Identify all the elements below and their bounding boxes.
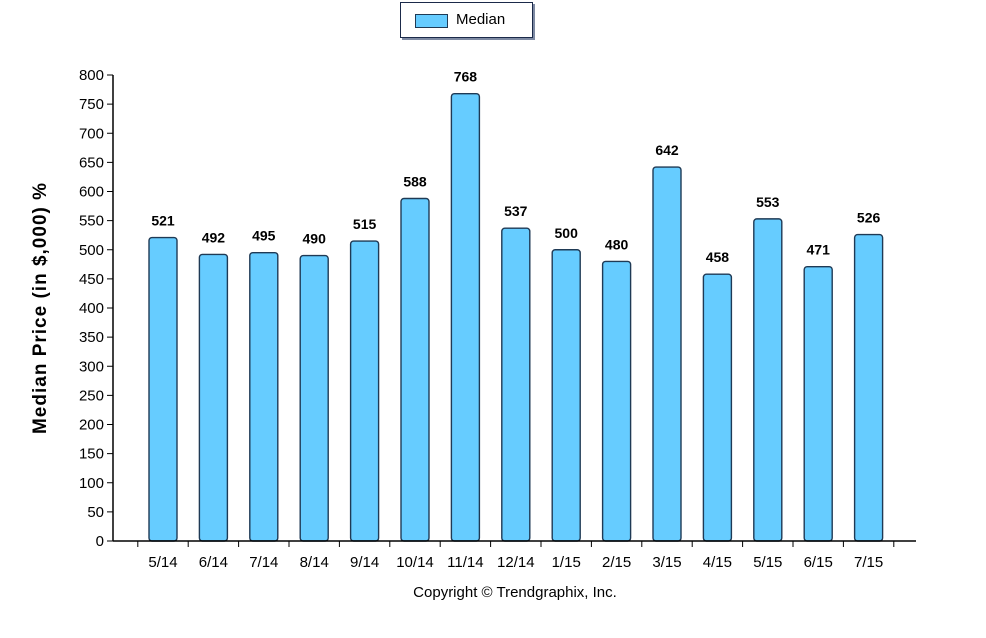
x-tick-label: 10/14	[396, 554, 434, 571]
data-label: 768	[454, 69, 478, 85]
y-tick-label: 650	[79, 154, 104, 171]
y-tick-label: 250	[79, 387, 104, 404]
y-tick-label: 800	[79, 67, 104, 84]
bar	[853, 233, 884, 542]
data-label: 480	[605, 236, 629, 252]
legend-swatch-median	[415, 14, 448, 28]
data-label: 553	[756, 194, 780, 210]
y-tick-label: 400	[79, 300, 104, 317]
data-label: 526	[857, 210, 881, 226]
y-tick-label: 100	[79, 475, 104, 492]
x-tick-label: 8/14	[300, 554, 329, 571]
y-tick-label: 500	[79, 242, 104, 259]
y-tick-label: 600	[79, 184, 104, 201]
y-tick-label: 350	[79, 329, 104, 346]
x-tick-label: 11/14	[447, 554, 483, 571]
x-tick-label: 7/14	[249, 554, 278, 571]
x-tick-label: 3/15	[652, 554, 681, 571]
x-tick-label: 2/15	[602, 554, 631, 571]
data-labels: 521 492 495 490 515 588 768 537 500 480 642 458 553 4…	[151, 69, 880, 266]
y-tick-label: 50	[87, 504, 104, 521]
x-tick-label: 12/14	[497, 554, 535, 571]
y-tick-label: 550	[79, 213, 104, 230]
data-label: 490	[303, 231, 327, 247]
x-tick-label: 7/15	[854, 554, 883, 571]
data-label: 515	[353, 216, 377, 232]
data-label: 537	[504, 203, 528, 219]
bar	[702, 273, 733, 542]
x-tick-label: 4/15	[703, 554, 732, 571]
y-tick-label: 0	[96, 533, 104, 550]
y-tick-label: 150	[79, 446, 104, 463]
x-axis-ticks: 5/14 6/14 7/14 8/14 9/14 10/14 11/14 12/14 1/15 2…	[137, 541, 895, 571]
bar	[249, 251, 279, 542]
bar	[601, 260, 632, 542]
bar	[551, 249, 581, 542]
bar	[299, 254, 329, 542]
bar	[652, 166, 682, 542]
x-tick-label: 6/14	[199, 554, 228, 571]
legend-label-median: Median	[456, 11, 506, 28]
y-tick-label: 750	[79, 96, 104, 113]
data-label: 500	[555, 225, 579, 241]
bar	[501, 227, 531, 542]
x-tick-label: 5/15	[753, 554, 782, 571]
data-label: 471	[807, 242, 831, 258]
bar	[450, 92, 481, 542]
x-tick-label: 1/15	[552, 554, 581, 571]
y-tick-label: 700	[79, 125, 104, 142]
y-tick-label: 450	[79, 271, 104, 288]
bar	[198, 253, 229, 542]
bar	[803, 265, 833, 542]
y-tick-label: 200	[79, 417, 104, 434]
bar	[400, 197, 430, 542]
copyright-footer: Copyright © Trendgraphix, Inc.	[413, 584, 617, 601]
legend: Median	[400, 2, 533, 38]
data-label: 495	[252, 228, 276, 244]
data-label: 642	[655, 142, 679, 158]
bar	[753, 218, 783, 542]
bar	[148, 236, 178, 542]
data-label: 588	[403, 173, 427, 189]
data-label: 521	[151, 213, 175, 229]
y-axis-ticks: 0 50 100 150 200 250 300 350 400 450 500 550 600 650 7…	[79, 67, 113, 550]
y-tick-label: 300	[79, 358, 104, 375]
x-tick-label: 9/14	[350, 554, 379, 571]
bar	[349, 240, 380, 542]
y-axis-title: Median Price (in $,000) %	[30, 181, 51, 435]
data-label: 492	[202, 229, 226, 245]
bar-series-median	[148, 92, 884, 542]
x-tick-label: 5/14	[148, 554, 177, 571]
data-label: 458	[706, 249, 730, 265]
x-tick-label: 6/15	[804, 554, 833, 571]
